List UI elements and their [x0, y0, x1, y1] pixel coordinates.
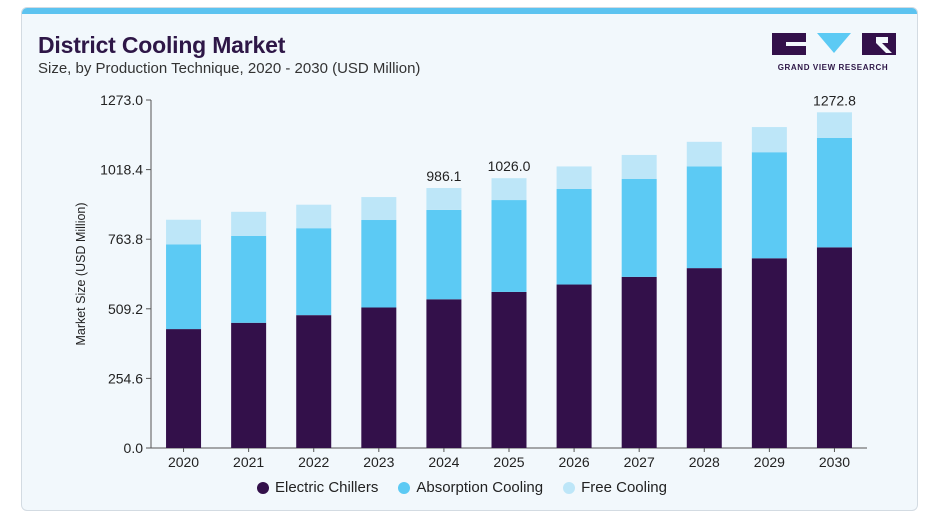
bar-segment [556, 166, 592, 189]
legend-label: Electric Chillers [275, 479, 379, 496]
legend-swatch [398, 481, 411, 494]
chart-card: District Cooling Market Size, by Product… [21, 7, 918, 511]
data-label: 1272.8 [813, 92, 856, 108]
logo-text: GRAND VIEW RESEARCH [777, 63, 889, 72]
x-tick-label: 2027 [624, 454, 655, 470]
x-tick-label: 2028 [689, 454, 720, 470]
bar-segment [296, 228, 332, 316]
legend-item-free-cooling: Free Cooling [563, 479, 667, 496]
bar-segment [166, 219, 202, 245]
y-tick-label: 1018.4 [100, 162, 143, 178]
accent-bar [22, 8, 917, 14]
legend-label: Free Cooling [581, 479, 667, 496]
bar-segment [621, 276, 657, 448]
bar-segment [296, 204, 332, 229]
bar-segment [621, 154, 657, 180]
bar-segment [491, 291, 527, 448]
chart-legend: Electric Chillers Absorption Cooling Fre… [257, 479, 667, 496]
bar-segment [426, 299, 462, 448]
bar-segment [231, 322, 267, 448]
legend-swatch [257, 481, 269, 494]
x-tick-label: 2024 [428, 454, 459, 470]
legend-label: Absorption Cooling [416, 479, 544, 496]
bar-segment [361, 197, 397, 221]
legend-swatch [563, 481, 576, 494]
bar-segment [816, 137, 852, 248]
x-tick-label: 2022 [298, 454, 329, 470]
bar-segment [556, 188, 592, 285]
legend-item-absorption-cooling: Absorption Cooling [398, 479, 543, 496]
bar-segment [166, 244, 202, 330]
bar-segment [491, 178, 527, 201]
bar-segment [621, 179, 657, 277]
chart-subtitle: Size, by Production Technique, 2020 - 20… [38, 60, 421, 77]
bar-segment [686, 166, 722, 269]
x-tick-label: 2029 [754, 454, 785, 470]
bar-segment [751, 127, 787, 153]
bar-segment [816, 247, 852, 448]
y-tick-label: 0.0 [124, 440, 144, 456]
x-tick-label: 2021 [233, 454, 264, 470]
bar-segment [686, 141, 722, 167]
data-label: 1026.0 [488, 158, 531, 174]
y-tick-label: 509.2 [108, 301, 143, 317]
stacked-bar-chart: 0.0 254.6 509.2 763.8 1018.4 1273.0 Market Siz… [74, 92, 867, 470]
bar-segment [231, 211, 267, 236]
x-tick-label: 2026 [559, 454, 590, 470]
bar-segment [361, 307, 397, 448]
bar-segment [426, 188, 462, 210]
y-axis-title: Market Size (USD Million) [74, 202, 88, 345]
bar-segment [751, 258, 787, 448]
bar-segment [556, 284, 592, 448]
x-tick-label: 2025 [493, 454, 524, 470]
bar-segment [491, 200, 527, 292]
grand-view-research-logo: GRAND VIEW RESEARCH [767, 33, 899, 78]
logo-mark-icon [772, 33, 896, 55]
x-tick-label: 2023 [363, 454, 394, 470]
bar-segment [231, 235, 267, 323]
y-tick-label: 254.6 [108, 370, 143, 386]
x-tick-label: 2020 [168, 454, 199, 470]
bar-segment [361, 220, 397, 308]
bar-segment [686, 268, 722, 448]
y-tick-label: 1273.0 [100, 92, 143, 108]
data-label: 986.1 [426, 168, 461, 184]
bar-segment [426, 209, 462, 300]
bar-segment [296, 315, 332, 448]
bar-segment [816, 112, 852, 138]
bar-segment [751, 152, 787, 259]
legend-item-electric-chillers: Electric Chillers [257, 479, 378, 496]
chart-title: District Cooling Market [38, 32, 286, 58]
bar-segment [166, 329, 202, 448]
y-tick-label: 763.8 [108, 231, 143, 247]
x-tick-label: 2030 [819, 454, 850, 470]
